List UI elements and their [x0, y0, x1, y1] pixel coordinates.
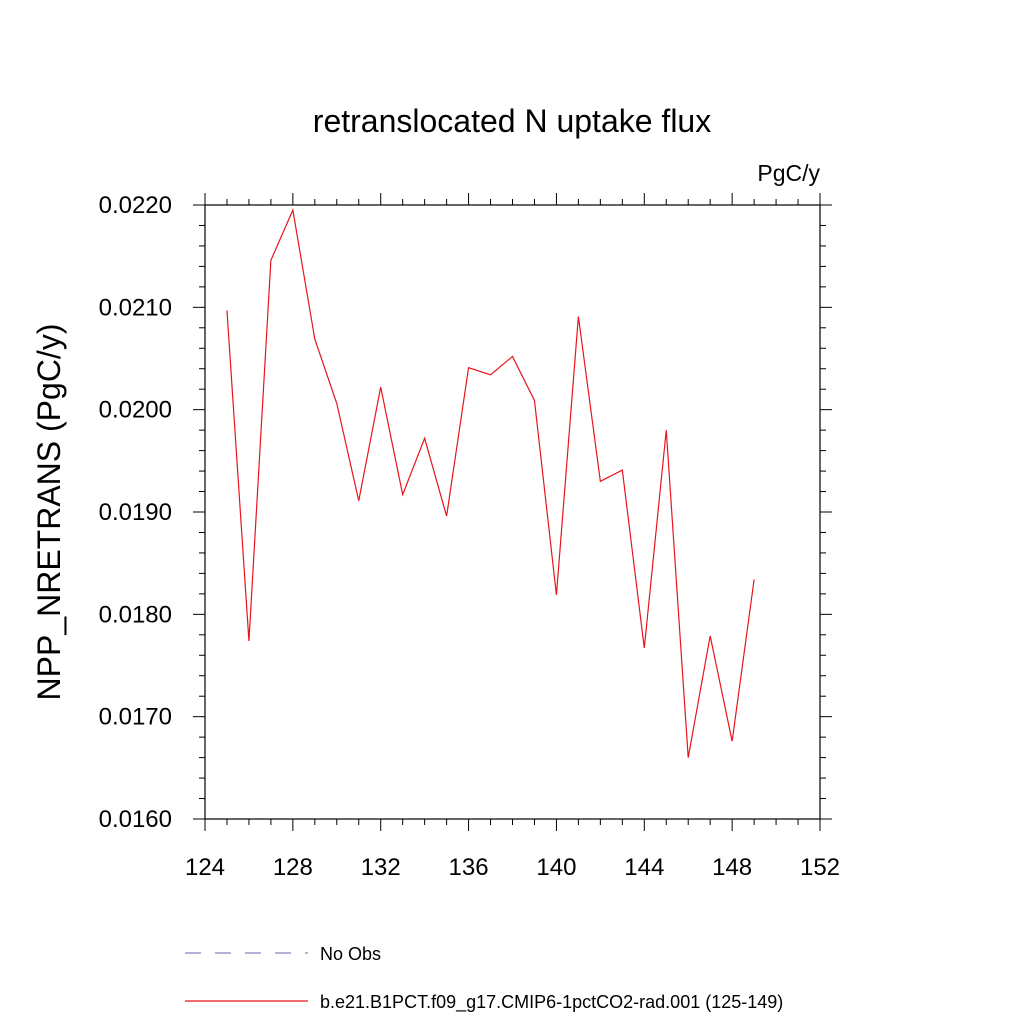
plot-border [204, 204, 821, 820]
series-line-0 [226, 208, 755, 758]
x-tick-label: 132 [361, 854, 401, 881]
y-tick-label: 0.0180 [99, 601, 172, 628]
x-tick-label: 128 [273, 854, 313, 881]
legend-label-no-obs: No Obs [320, 944, 381, 964]
y-tick-label: 0.0160 [99, 806, 172, 833]
x-tick-label: 148 [712, 854, 752, 881]
series-layer [226, 208, 755, 758]
x-tick-label: 144 [624, 854, 664, 881]
y-tick-label: 0.0220 [99, 192, 172, 219]
y-tick-label: 0.0200 [99, 397, 172, 424]
y-axis: 0.0160 0.0170 0.0180 0.0190 0.0200 0.0210 0.02… [99, 192, 832, 833]
y-tick-label: 0.0190 [99, 499, 172, 526]
y-axis-label: NPP_NRETRANS (PgC/y) [31, 324, 67, 701]
legend-label-series: b.e21.B1PCT.f09_g17.CMIP6-1pctCO2-rad.00… [320, 992, 783, 1013]
y-tick-label: 0.0170 [99, 704, 172, 731]
y-tick-label: 0.0210 [99, 294, 172, 321]
x-tick-label: 124 [185, 854, 225, 881]
plot-frame [204, 204, 821, 820]
units-label: PgC/y [757, 160, 820, 186]
x-axis: 124 128 132 136 140 144 148 152 [185, 193, 840, 881]
legend: No Obs b.e21.B1PCT.f09_g17.CMIP6-1pctCO2… [185, 944, 783, 1013]
chart-title: retranslocated N uptake flux [313, 103, 711, 139]
x-tick-label: 140 [536, 854, 576, 881]
x-tick-label: 152 [800, 854, 840, 881]
x-tick-label: 136 [449, 854, 489, 881]
